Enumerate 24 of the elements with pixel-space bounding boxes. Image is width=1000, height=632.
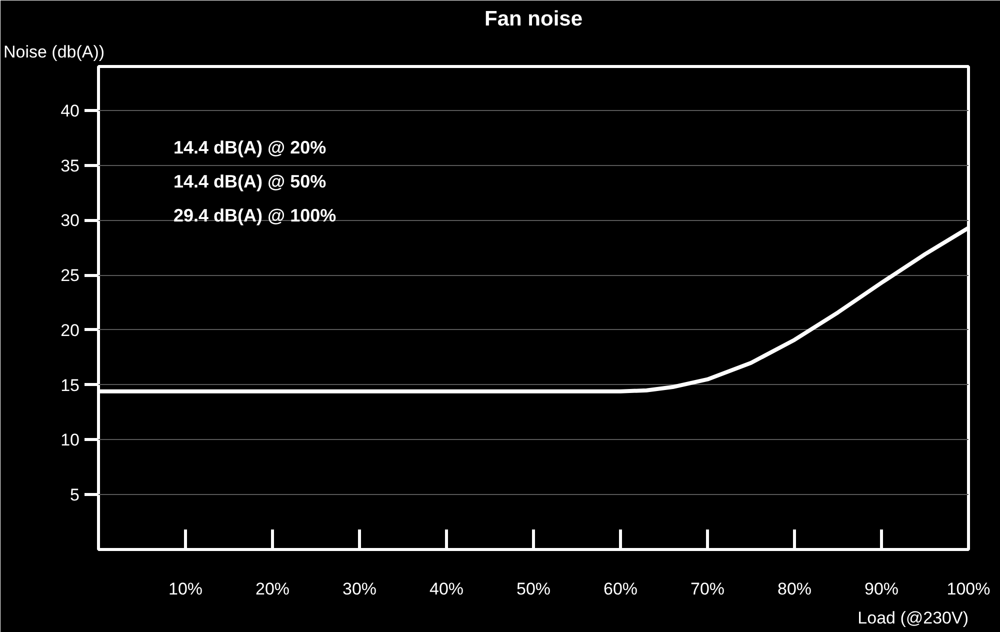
y-tick-label: 20 xyxy=(60,320,80,340)
x-tick-label: 10% xyxy=(168,580,203,598)
x-tick-label: 50% xyxy=(516,580,551,598)
y-tick-label: 10 xyxy=(60,430,80,450)
x-tick-label: 60% xyxy=(603,580,638,598)
x-tick-label: 30% xyxy=(342,580,377,598)
y-tick-label: 15 xyxy=(60,376,80,395)
y-tick-label: 35 xyxy=(60,156,80,176)
x-tick-label: 90% xyxy=(864,580,899,598)
x-tick-label: 20% xyxy=(255,580,290,598)
x-tick-label: 40% xyxy=(429,580,464,598)
x-tick-label: 70% xyxy=(690,580,725,598)
y-tick-label: 30 xyxy=(60,211,80,230)
x-axis-title: Load (@230V) xyxy=(858,608,969,628)
y-tick-label: 25 xyxy=(60,266,80,286)
y-tick-label: 5 xyxy=(70,486,80,505)
annotation: 14.4 dB(A) @ 20% xyxy=(174,138,326,158)
annotation: 14.4 dB(A) @ 50% xyxy=(174,172,326,192)
y-tick-label: 40 xyxy=(60,101,80,120)
annotation: 29.4 dB(A) @ 100% xyxy=(174,206,336,226)
y-axis-title: Noise (db(A)) xyxy=(4,42,105,62)
chart-title: Fan noise xyxy=(484,8,583,30)
x-tick-label: 80% xyxy=(777,580,812,598)
x-tick-label: 100% xyxy=(946,580,990,598)
